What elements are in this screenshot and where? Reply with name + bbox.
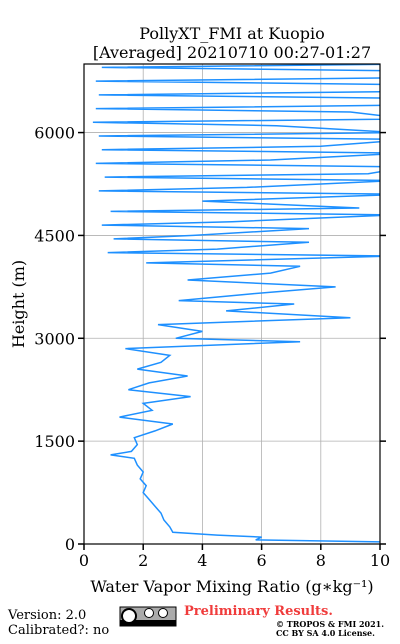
calibrated: Calibrated?: no [8, 623, 109, 638]
x-tick-label: 8 [316, 551, 326, 570]
y-tick-label: 4500 [34, 226, 75, 245]
status: Preliminary Results. [184, 604, 333, 619]
cc-logo [119, 606, 177, 627]
profile-line [92, 64, 380, 543]
x-axis-label: Water Vapor Mixing Ratio (g∗kg⁻¹) [90, 577, 373, 596]
y-tick-label: 6000 [34, 124, 75, 143]
x-tick-label: 10 [370, 551, 390, 570]
y-axis-label: Height (m) [9, 260, 28, 348]
x-tick-label: 2 [138, 551, 148, 570]
version: Version: 2.0 [7, 608, 86, 623]
plot-frame [83, 63, 381, 545]
y-tick-label: 0 [65, 535, 75, 554]
chart-subtitle: [Averaged] 20210710 00:27-01:27 [93, 43, 371, 62]
x-tick-label: 4 [197, 551, 207, 570]
y-tick-label: 3000 [34, 329, 75, 348]
copyright: © TROPOS & FMI 2021. [276, 619, 384, 629]
x-tick-label: 6 [257, 551, 267, 570]
chart-title: PollyXT_FMI at Kuopio [139, 24, 325, 43]
x-tick-label: 0 [79, 551, 89, 570]
y-tick-label: 1500 [34, 432, 75, 451]
license: CC BY SA 4.0 License. [276, 628, 375, 638]
